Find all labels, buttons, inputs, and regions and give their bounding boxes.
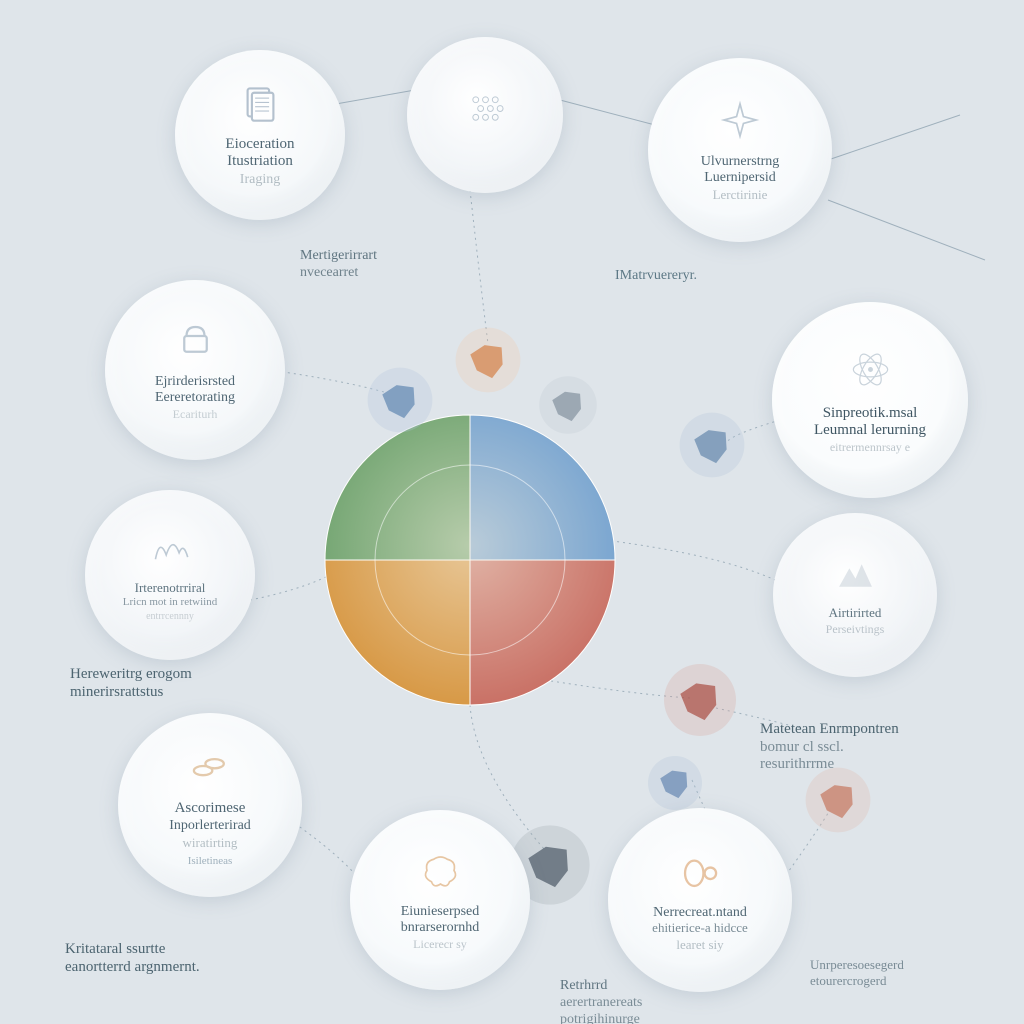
diagram-stage: EiocerationItustriation Iraging Ulvurnerst… [0,0,1024,1024]
bubble-line2: Itustriation [227,153,293,170]
connector-line [560,100,655,125]
bubble-line2: Airtirirted [829,606,882,621]
egg-pair-icon [677,848,723,894]
cloud-box-icon [173,318,218,363]
floating-label: IMatrvuereryr. [615,268,697,285]
center-pie [325,415,615,705]
concept-bubble: UlvurnerstrngLuernipersid Lerctirinie [648,58,832,242]
floating-label-line: nvecearret [300,265,377,282]
egg-pair-icon [677,848,723,899]
floating-label: Unrperesoesegerdetourercrogerd [810,957,904,988]
floating-label-line: Mertigerirrart [300,248,377,265]
sparkle-icon [717,97,763,148]
floating-label-line: Kritataral ssurtte [65,940,200,958]
cloud-box-icon [173,318,218,368]
connector-dashed [270,370,384,392]
floating-label-line: etourercrogerd [810,973,904,989]
floating-label: Retrhrrdaerertranereatspotrigihinurge [560,978,642,1024]
accent-blob [680,413,745,478]
brain-icon [418,848,463,893]
connector-dashed [250,575,330,600]
bubble-line3: Licerecr sy [413,938,467,952]
scribble-icon [149,527,192,570]
bubble-line1: Ulvurnerstrng [701,154,780,170]
floating-label: Hereweritrg erogomminerirsrattstus [70,665,192,701]
floating-label: Matetean Enrmpontrenbomur cl sscl.resuri… [760,720,899,773]
accent-blob [368,368,433,433]
concept-bubble: IrterenotrriralLricn mot in retwiind entr… [85,490,255,660]
bubble-line3: entrrcennny [146,611,194,623]
hex-mesh-icon [466,90,505,134]
connector-dashed [470,190,488,344]
floating-label-line: Hereweritrg erogom [70,665,192,683]
bubble-line2: Lricn mot in retwiind [123,596,217,609]
hex-mesh-icon [466,90,505,129]
bubble-line3: learet siy [676,938,723,953]
accent-blob [648,756,702,810]
concept-bubble [407,37,563,193]
bubble-line3: Ecariturh [173,408,218,422]
floating-label-line: eanortterrd argnmernt. [65,958,200,976]
bubble-line3: Iraging [240,172,280,188]
connector-line [828,200,985,260]
connector-line [828,115,960,160]
concept-bubble: EiocerationItustriation Iraging [175,50,345,220]
coins-icon [187,743,233,789]
brain-icon [418,848,463,898]
connector-dashed [290,820,360,880]
doc-stack-icon [239,82,282,125]
bubble-line1: Ejrirderisrsted [155,374,235,390]
accent-blob [539,376,597,434]
bubble-line3: Lerctirinie [713,188,768,203]
concept-bubble: AscorimeseInporlerterirad wiratirting Isil… [118,713,302,897]
bubble-line2: Luernipersid [704,170,776,186]
bubble-line3: Perseivtings [826,623,885,637]
concept-bubble: Nerrecreat.ntandehitierice-a hidcce leare… [608,808,792,992]
bubble-line1: Ascorimese [175,800,246,817]
concept-bubble: EjrirderisrstedEereretorating Ecariturh [105,280,285,460]
sparkle-icon [717,97,763,143]
bubble-line2: ehitierice-a hidcce [652,921,748,936]
floating-label-line: Matetean Enrmpontren [760,720,899,738]
atom-icon [846,345,895,399]
bubble-line2: Eereretorating [155,390,235,406]
coins-icon [187,743,233,794]
mountain-icon [835,554,876,600]
bubble-line2: bnrarserornhd [401,920,480,936]
floating-label: Mertigerirrartnvecearret [300,248,377,282]
bubble-line1: Sinpreotik.msal [823,405,918,422]
floating-label-line: Retrhrrd [560,978,642,995]
floating-label-line: resurithrrme [760,756,899,773]
bubble-line1: Nerrecreat.ntand [653,905,747,921]
accent-blob [664,664,736,736]
bubble-subtext: Isiletineas [188,855,233,867]
accent-blob [806,768,871,833]
concept-bubble: Airtirirted Perseivtings [773,513,937,677]
doc-stack-icon [239,82,282,130]
mountain-icon [835,554,876,595]
connector-line [330,90,415,105]
bubble-line3: eitrermennrsay e [830,441,910,455]
floating-label-line: potrigihinurge [560,1012,642,1024]
accent-blob [456,328,521,393]
concept-bubble: Eiunieserpsedbnrarserornhd Licerecr sy [350,810,530,990]
atom-icon [846,345,895,394]
bubble-line1: Eiunieserpsed [401,904,480,920]
bubble-line3: wiratirting [183,836,238,851]
floating-label-line: Unrperesoesegerd [810,957,904,973]
bubble-line1: Irterenotrriral [135,581,206,596]
bubble-line2: Leumnal lerurning [814,422,926,439]
scribble-icon [149,527,192,575]
floating-label-line: bomur cl sscl. [760,738,899,756]
connector-dashed [605,540,775,580]
floating-label-line: minerirsrattstus [70,683,192,701]
concept-bubble: Sinpreotik.msalLeumnal lerurning eitrerme… [772,302,968,498]
bubble-line1: Eioceration [225,136,294,153]
floating-label-line: aerertranereats [560,995,642,1012]
floating-label: Kritataral ssurtteeanortterrd argnmernt. [65,940,200,976]
floating-label-line: IMatrvuereryr. [615,268,697,285]
bubble-line2: Inporlerterirad [169,818,251,834]
